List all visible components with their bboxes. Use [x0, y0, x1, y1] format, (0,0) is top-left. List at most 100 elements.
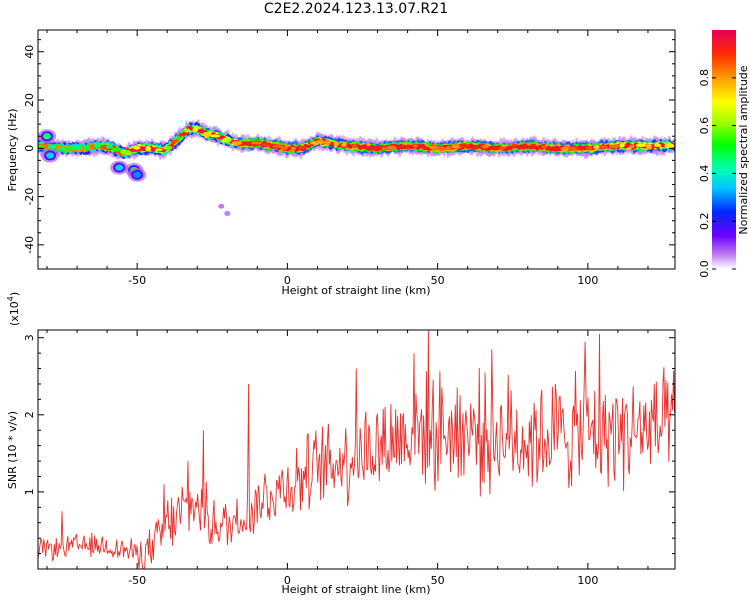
spectrogram-peak-cell — [370, 145, 382, 150]
spectrogram-peak-cell — [509, 144, 518, 148]
spectrogram-peak-cell — [94, 143, 102, 149]
spectrogram-peak-cell — [210, 134, 221, 138]
spectrogram-x-tick-label: 0 — [284, 274, 291, 287]
spectrogram-peak-cell — [363, 146, 369, 150]
snr-x-tick-label: -50 — [128, 574, 146, 587]
snr-x-axis-label: Height of straight line (km) — [281, 583, 430, 596]
spectrogram-peak-cell — [550, 146, 558, 151]
spectrogram-peak-cell — [412, 144, 418, 148]
snr-x-tick-label: 50 — [431, 574, 445, 587]
spectrogram-peak-cell — [608, 144, 620, 149]
spectrogram-peak-cell — [297, 146, 307, 150]
snr-multiplier-close: ) — [8, 292, 21, 296]
spectrogram-peak-cell — [521, 143, 528, 149]
spectrogram-frame — [37, 29, 676, 270]
spectrogram-peak-cell — [222, 137, 232, 143]
spectrogram-peak-cell — [560, 146, 571, 151]
spectrogram-peak-cell — [47, 144, 57, 150]
spectrogram-peak-cell — [491, 146, 498, 151]
snr-y-tick-label: 1 — [23, 488, 36, 495]
spectrogram-y-tick-label: 40 — [23, 45, 36, 59]
spectrogram-peak-cell — [577, 147, 585, 151]
spectrogram-peak-cell — [244, 141, 250, 145]
spectrogram-peak-cell — [38, 144, 45, 149]
colorbar-tick-label: 0.6 — [698, 117, 711, 135]
spectrogram-peak-cell — [395, 144, 402, 148]
spectrogram-y-tick-label: -40 — [23, 236, 36, 254]
spectrogram-peak-cell — [567, 146, 578, 151]
snr-multiplier-exponent: 4 — [6, 296, 15, 301]
spectrogram-peak-cell — [83, 145, 91, 150]
spectrogram-x-tick-label: -50 — [128, 274, 146, 287]
spectrogram-x-tick-label: 50 — [431, 274, 445, 287]
spectrogram-peak-cell — [435, 146, 446, 151]
snr-y-axis-label: SNR (10 * v/v) — [6, 411, 19, 489]
spectrogram-peak-cell — [458, 143, 470, 149]
spectrogram-blob — [218, 203, 225, 209]
spectrogram-peak-cell — [645, 143, 652, 149]
spectrogram-x-tick-label: 100 — [577, 274, 598, 287]
spectrogram-peak-cell — [162, 145, 173, 150]
spectrogram-peak-cell — [380, 147, 387, 150]
colorbar-gradient — [712, 30, 736, 269]
spectrogram-peak-cell — [352, 143, 358, 149]
spectrogram-y-tick-label: 20 — [23, 93, 36, 107]
spectrogram-peak-cell — [280, 146, 288, 150]
spectrogram-peak-cell — [202, 131, 212, 137]
snr-x-tick-label: 0 — [284, 574, 291, 587]
colorbar-tick-label: 0.0 — [698, 260, 711, 278]
spectrogram-peak-cell — [105, 145, 114, 149]
spectrogram-peak-cell — [290, 146, 296, 151]
snr-x-tick-label: 100 — [577, 574, 598, 587]
spectrogram-x-axis-label: Height of straight line (km) — [281, 284, 430, 297]
colorbar-label: Normalized spectral amplitude — [737, 65, 750, 234]
spectrogram-peak-cell — [310, 141, 317, 145]
spectrogram-cell — [307, 145, 311, 148]
spectrogram-peak-cell — [251, 141, 262, 145]
spectrogram-peak-cell — [183, 128, 191, 133]
svg-text:(x104): (x104) — [6, 292, 21, 326]
spectrogram-peak-cell — [145, 146, 151, 151]
spectrogram-y-axis-label: Frequency (Hz) — [6, 109, 19, 192]
spectrogram-peak-cell — [635, 143, 646, 147]
spectrogram-peak-cell — [120, 149, 132, 155]
snr-multiplier-text: (x10 — [8, 301, 21, 326]
spectrogram-peak-cell — [324, 140, 331, 146]
spectrogram-peak-cell — [419, 145, 427, 149]
snr-multiplier-label: (x104) — [6, 292, 21, 326]
spectrogram-peak-cell — [629, 144, 635, 148]
spectrogram-peak-cell — [541, 145, 548, 149]
spectrogram-peak-cell — [192, 126, 199, 132]
colorbar-ticks: 0.0 0.2 0.4 0.6 0.8 — [698, 69, 736, 278]
colorbar-tick-label: 0.2 — [698, 212, 711, 230]
spectrogram-panel: -50 0 50 100 -40 -20 0 20 40 Frequency (Hz) Heig… — [6, 29, 676, 297]
spectrogram-peak-cell — [400, 144, 412, 148]
spectrogram-peak-cell — [133, 145, 141, 150]
spectrogram-peak-cell — [111, 147, 121, 152]
spectrogram-blob — [224, 210, 231, 216]
spectrogram-peak-cell — [530, 144, 537, 150]
spectrogram-peak-cell — [231, 140, 243, 146]
spectrogram-peak-cell — [472, 144, 479, 150]
spectrogram-blob — [43, 133, 52, 140]
snr-y-tick-label: 3 — [23, 334, 36, 341]
spectrogram-peak-cell — [446, 145, 452, 151]
spectrogram-peak-cell — [619, 143, 625, 148]
spectrogram-peak-cell — [71, 145, 83, 150]
spectrogram-blob — [46, 152, 55, 159]
colorbar-tick-label: 0.8 — [698, 69, 711, 87]
snr-frame — [37, 329, 676, 570]
spectrogram-cell — [174, 138, 179, 143]
spectrogram-blob — [115, 164, 124, 171]
colorbar-tick-label: 0.4 — [698, 165, 711, 183]
spectrogram-peak-cell — [600, 145, 608, 149]
snr-axes: -50 0 50 100 1 2 3 — [23, 330, 675, 587]
spectrogram-peak-cell — [341, 142, 347, 147]
spectrogram-blob — [133, 171, 142, 179]
spectrogram-peak-cell — [333, 141, 339, 147]
colorbar: 0.0 0.2 0.4 0.6 0.8 Normalized spectral ampl… — [698, 30, 750, 278]
spectrogram-y-tick-label: 0 — [23, 145, 36, 152]
spectrogram-marks — [38, 119, 675, 216]
snr-series-line — [37, 329, 675, 570]
